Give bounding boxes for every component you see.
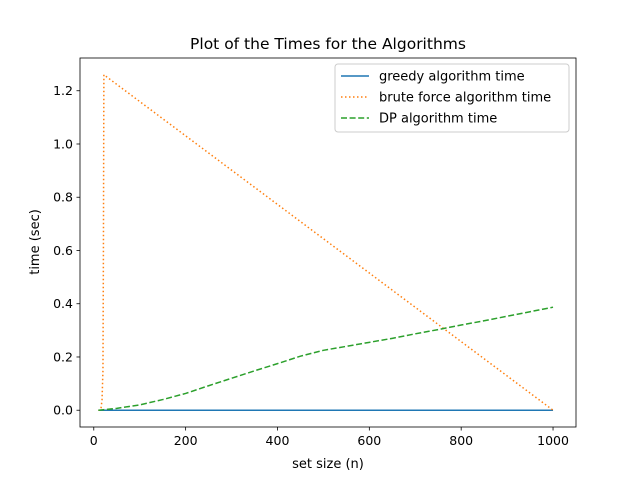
x-axis-label: set size (n): [292, 457, 364, 472]
y-tick-label-5: 1.0: [53, 136, 73, 151]
y-tick-label-3: 0.6: [53, 243, 73, 258]
chart-title: Plot of the Times for the Algorithms: [190, 35, 466, 53]
plot-area: 0 200 400 600 800 1000 0.0 0.2 0.4 0.6 0.8 1.0 1.2: [53, 57, 577, 448]
y-tick-label-1: 0.2: [53, 349, 73, 364]
series-line-2: [98, 306, 554, 411]
series-group: [98, 74, 554, 411]
x-tick-label-5: 1000: [537, 433, 569, 448]
axes-frame: [79, 57, 577, 428]
x-tick-label-4: 800: [449, 433, 473, 448]
legend-label-2: DP algorithm time: [379, 112, 497, 127]
x-tick-label-3: 600: [357, 433, 381, 448]
legend-box: [334, 63, 570, 133]
y-tick-label-4: 0.8: [53, 190, 73, 205]
x-tick-label-0: 0: [90, 433, 98, 448]
x-tick-label-1: 200: [174, 433, 198, 448]
legend-label-0: greedy algorithm time: [379, 70, 525, 85]
legend-label-1: brute force algorithm time: [379, 91, 551, 106]
y-tick-label-0: 0.0: [53, 403, 73, 418]
y-tick-label-6: 1.2: [53, 83, 73, 98]
y-axis-label: time (sec): [28, 209, 43, 275]
y-tick-label-2: 0.4: [53, 296, 73, 311]
legend: greedy algorithm time brute force algorit…: [334, 63, 570, 133]
x-tick-label-2: 400: [266, 433, 290, 448]
